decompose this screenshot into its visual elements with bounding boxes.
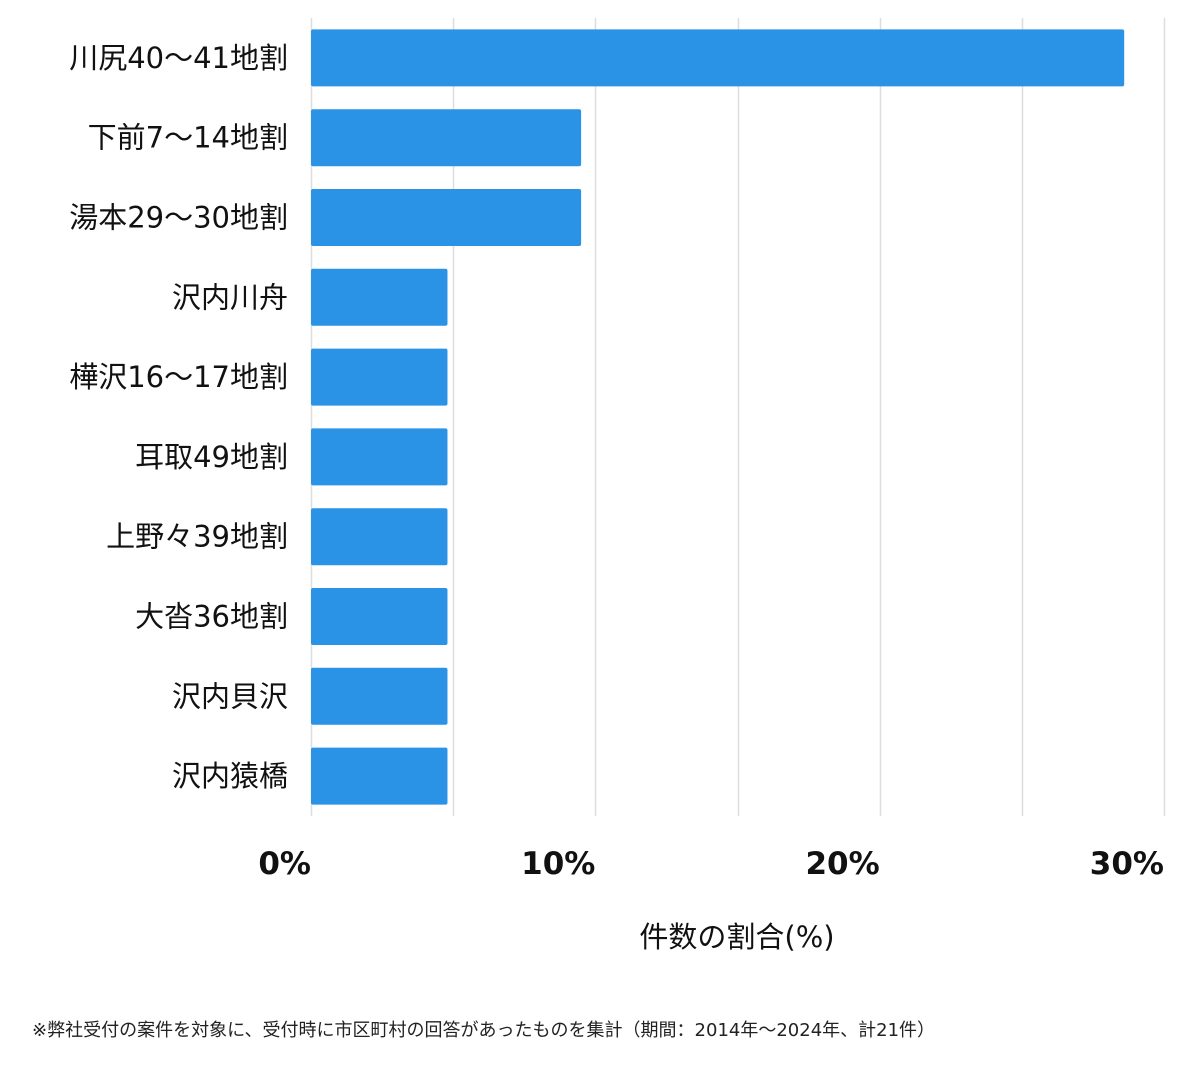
category-label: 下前7〜14地割: [88, 121, 288, 155]
category-label: 沢内猿橋: [172, 759, 288, 793]
x-axis-title: 件数の割合(%): [639, 920, 834, 954]
bar: [311, 348, 448, 406]
category-label: 上野々39地割: [106, 520, 288, 554]
category-labels: 川尻40〜41地割下前7〜14地割湯本29〜30地割沢内川舟樺沢16〜17地割耳…: [69, 41, 288, 793]
bar-chart: 川尻40〜41地割下前7〜14地割湯本29〜30地割沢内川舟樺沢16〜17地割耳…: [69, 18, 1166, 954]
bar: [311, 667, 448, 725]
bars: [311, 29, 1125, 805]
bar: [311, 268, 448, 326]
category-label: 湯本29〜30地割: [69, 201, 288, 235]
x-tick-label: 20%: [805, 846, 879, 882]
bar: [311, 588, 448, 645]
x-tick-labels: 0% 10% 20% 30%: [258, 846, 1164, 882]
bar: [311, 508, 448, 566]
category-label: 樺沢16〜17地割: [69, 360, 288, 394]
x-tick-label: 30%: [1090, 846, 1164, 882]
bar: [311, 189, 582, 246]
x-tick-label: 10%: [521, 846, 595, 882]
category-label: 川尻40〜41地割: [69, 41, 288, 75]
x-tick-label: 0%: [258, 846, 311, 882]
category-label: 沢内貝沢: [172, 679, 288, 713]
category-label: 沢内川舟: [172, 280, 288, 314]
category-label: 大沓36地割: [135, 600, 288, 634]
bar: [311, 747, 448, 805]
category-label: 耳取49地割: [135, 440, 288, 474]
bar: [311, 109, 582, 167]
bar: [311, 428, 448, 486]
bar: [311, 29, 1125, 87]
footnote: ※弊社受付の案件を対象に、受付時に市区町村の回答があったものを集計（期間：201…: [32, 1020, 936, 1041]
